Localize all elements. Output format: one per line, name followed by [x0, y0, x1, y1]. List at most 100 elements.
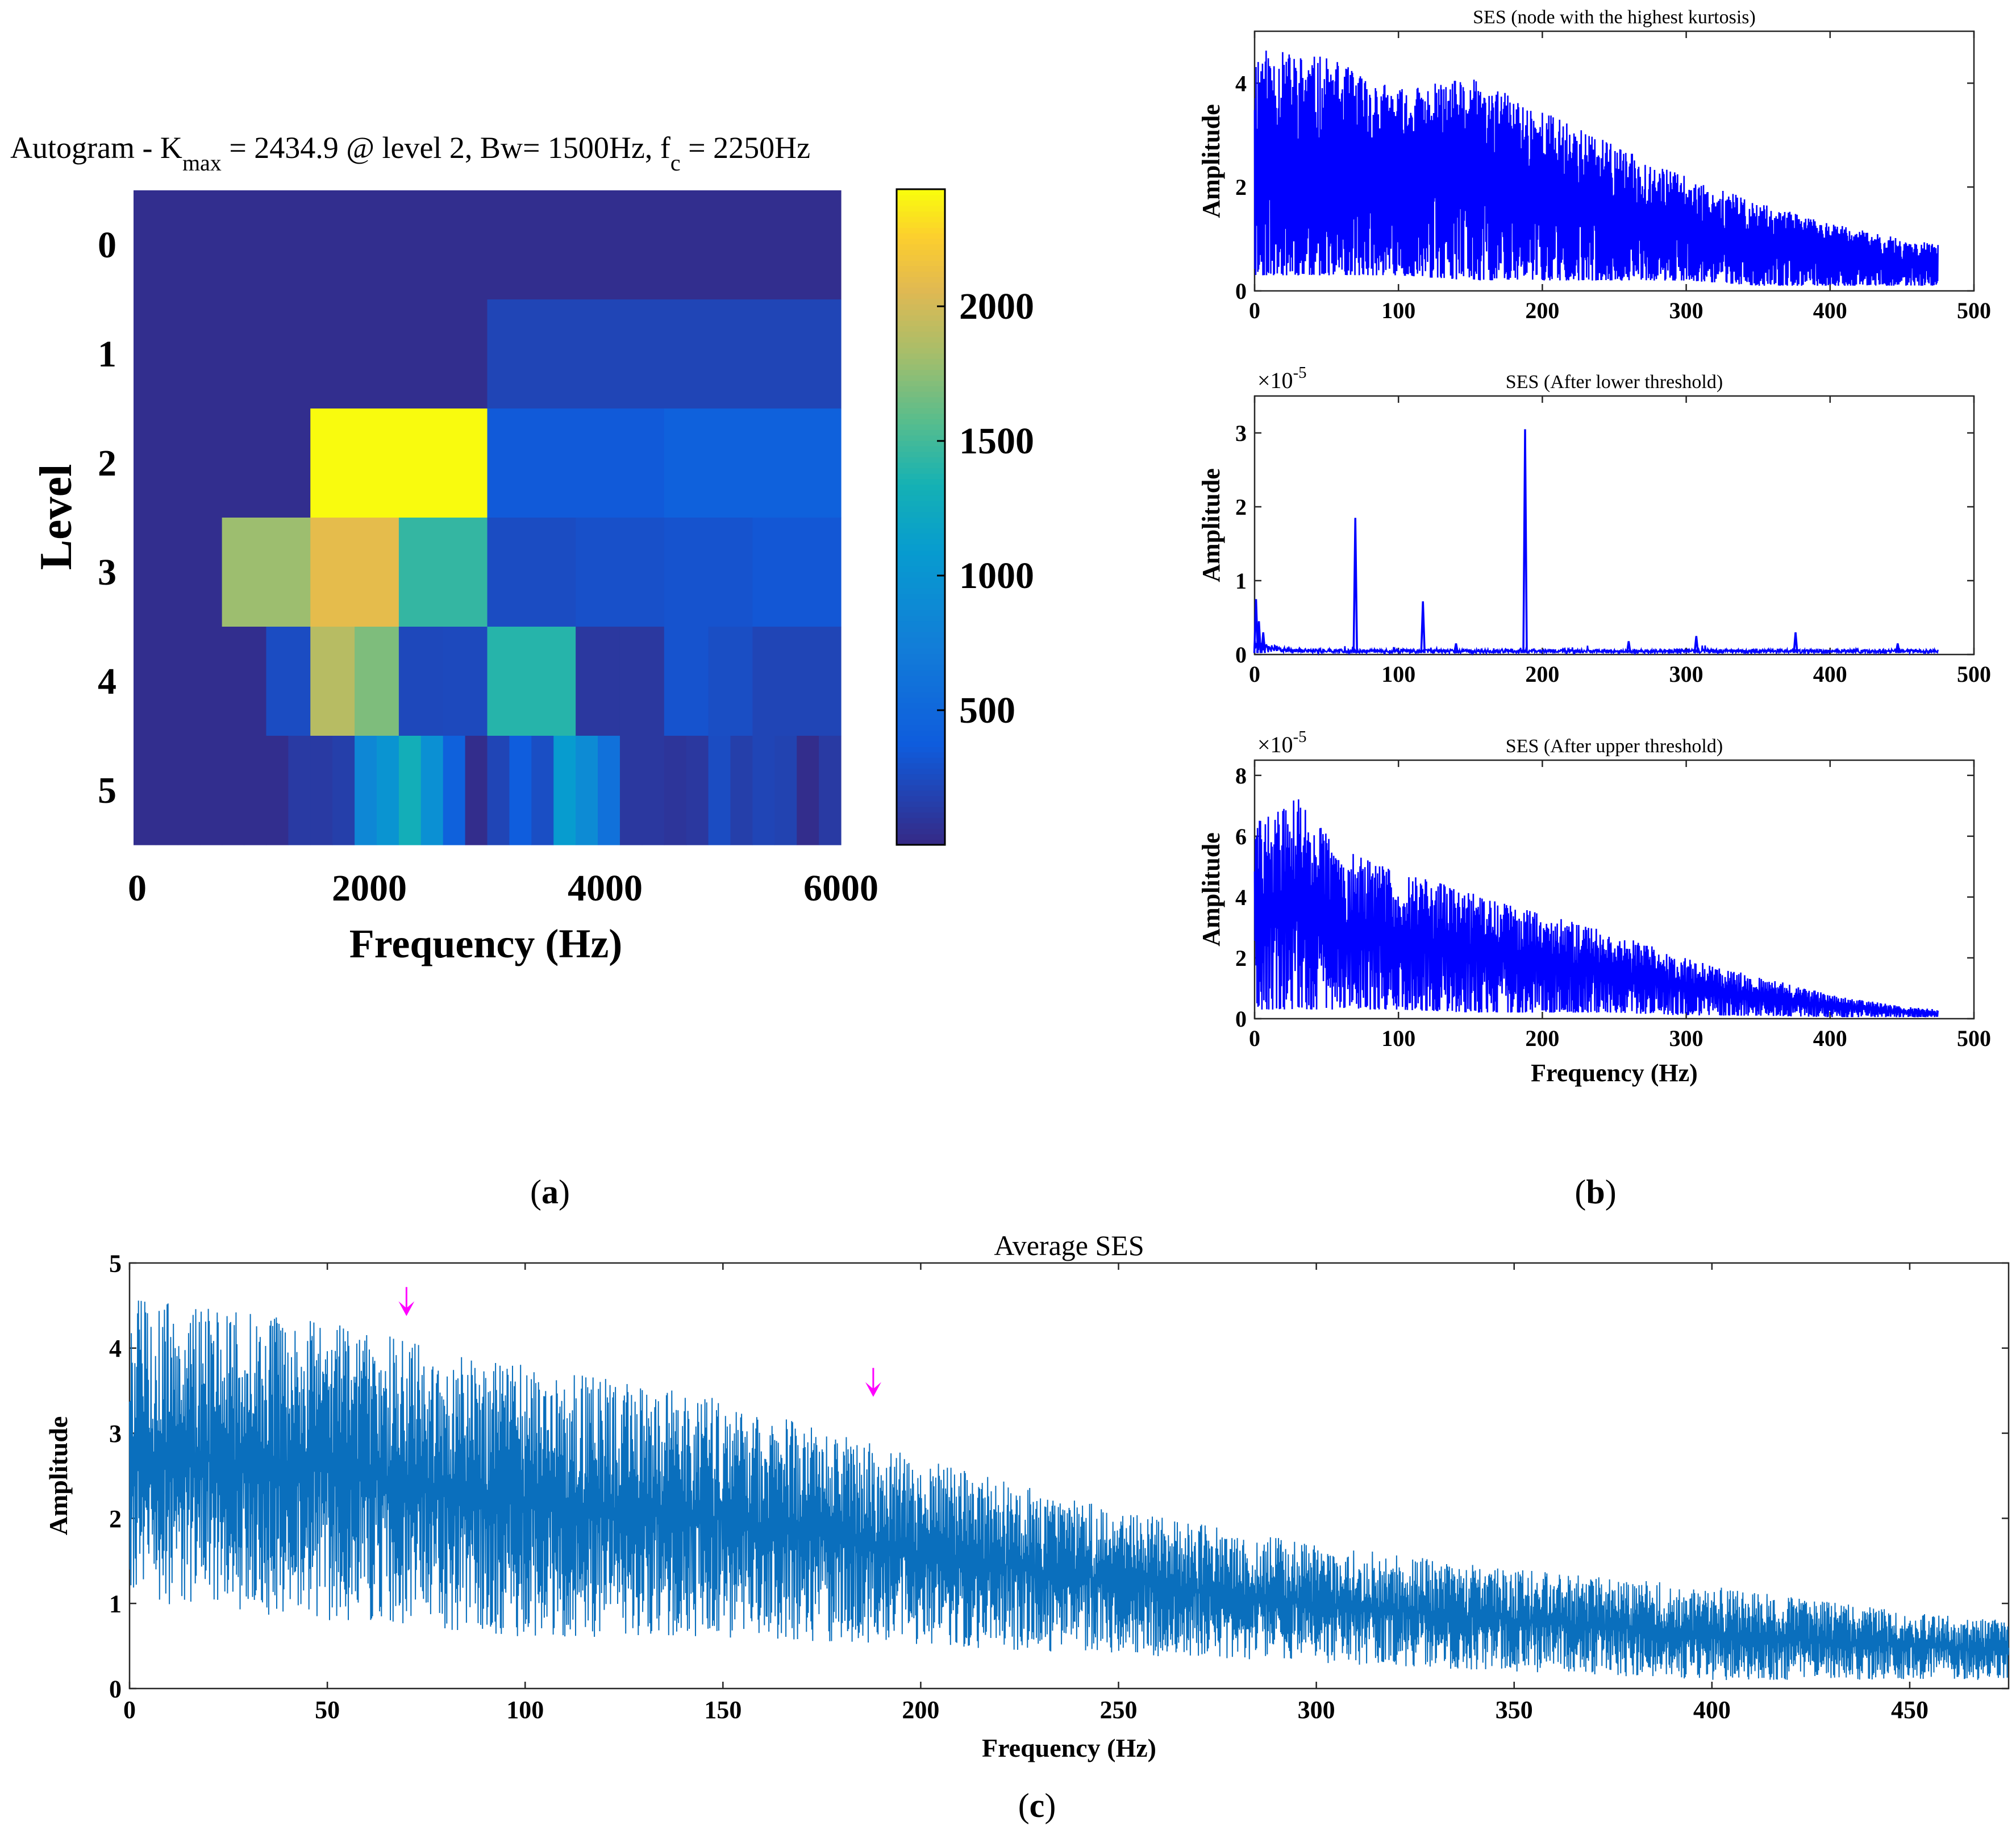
colorbar-swatch: [897, 473, 945, 480]
axes-frame: [1253, 395, 1975, 656]
x-axis-label: Frequency (Hz): [982, 1733, 1156, 1762]
heatmap-cell-level-2: [310, 408, 488, 518]
colorbar-swatch: [897, 785, 945, 791]
ses-lower-peak: [1522, 429, 1528, 653]
colorbar-swatch: [897, 287, 945, 294]
exponent-power: -5: [1293, 728, 1307, 746]
colorbar-swatch: [897, 265, 945, 272]
x-tick-label: 50: [315, 1696, 340, 1724]
x-tick-label: 200: [1525, 298, 1559, 323]
average-ses-series: [129, 1300, 2009, 1681]
colorbar-swatch: [897, 326, 945, 332]
x-tick-label: 250: [1100, 1696, 1138, 1724]
colorbar-swatch: [897, 364, 945, 370]
autogram-chart: Autogram - Kmax = 2434.9 @ level 2, Bw= …: [10, 131, 1034, 966]
colorbar-swatch: [897, 347, 945, 354]
heatmap-cell-level-4: [531, 627, 576, 736]
colorbar-swatch: [897, 817, 945, 824]
colorbar-swatch: [897, 380, 945, 386]
colorbar-swatch: [897, 249, 945, 256]
colorbar-swatch: [897, 238, 945, 244]
colorbar-swatch: [897, 714, 945, 720]
heatmap-cell-level-5: [819, 736, 842, 845]
colorbar-swatch: [897, 702, 945, 709]
heatmap-cell-level-5: [487, 736, 510, 845]
colorbar-swatch: [897, 315, 945, 321]
heatmap-cell-level-5: [376, 736, 399, 845]
x-tick-label: 200: [1525, 1026, 1559, 1051]
colorbar-swatch: [897, 298, 945, 305]
colorbar-swatch: [897, 577, 945, 583]
colorbar-swatch: [897, 189, 945, 195]
level-tick-labels: 0 1 2 3 4 5: [98, 224, 116, 811]
frequency-tick-label: 6000: [803, 868, 878, 909]
ses-lower-peak: [1693, 636, 1700, 653]
colorbar-swatch: [897, 511, 945, 518]
colorbar-swatch: [897, 353, 945, 359]
frequency-tick-label: 0: [128, 868, 147, 909]
colorbar-swatch: [897, 260, 945, 266]
colorbar-swatch: [897, 664, 945, 671]
colorbar-swatch: [897, 626, 945, 632]
y-tick-label: 5: [109, 1249, 122, 1277]
x-tick-label: 200: [1525, 661, 1559, 687]
heatmap-cell-level-5: [531, 736, 554, 845]
x-tick-label: 500: [1957, 661, 1991, 687]
x-tick-label: 100: [1381, 661, 1415, 687]
colorbar-swatch: [897, 653, 945, 660]
colorbar-swatch: [897, 648, 945, 655]
colorbar-swatch: [897, 533, 945, 540]
frequency-tick-labels: 0 2000 4000 6000: [128, 868, 878, 909]
heatmap-cells: [134, 190, 842, 845]
colorbar-swatch: [897, 336, 945, 343]
colorbar-swatch: [897, 620, 945, 627]
colorbar-swatch: [897, 599, 945, 605]
colorbar-swatch: [897, 735, 945, 742]
colorbar-swatch: [897, 681, 945, 687]
x-tick-label: 100: [1381, 298, 1415, 323]
colorbar-swatch: [897, 555, 945, 561]
heatmap-cell-level-3: [576, 518, 665, 627]
y-tick-label: 2: [109, 1505, 122, 1533]
y-axis-label: Amplitude: [1197, 468, 1225, 582]
heatmap-cell-level-4: [177, 627, 223, 736]
colorbar-swatch: [897, 762, 945, 769]
y-tick-label: 4: [109, 1335, 122, 1362]
colorbar-swatch: [897, 631, 945, 638]
colorbar-swatch: [897, 686, 945, 693]
frequency-tick-label: 4000: [568, 868, 643, 909]
x-tick-label: 400: [1813, 661, 1847, 687]
level-tick-label: 2: [98, 443, 116, 484]
colorbar-swatch: [897, 303, 945, 310]
colorbar-swatch: [897, 528, 945, 534]
colorbar-swatch: [897, 522, 945, 529]
colorbar-swatch: [897, 331, 945, 337]
heatmap-cell-level-4: [752, 627, 797, 736]
heatmap-cell-level-3: [664, 518, 753, 627]
axis-exponent: ×10-5: [1257, 728, 1307, 757]
heatmap-cell-level-5: [553, 736, 576, 845]
ses-lower-peak: [1253, 599, 1259, 653]
colorbar-swatch: [897, 495, 945, 501]
colorbar: [895, 188, 946, 846]
colorbar-swatch: [897, 812, 945, 818]
colorbar-swatch: [897, 801, 945, 807]
colorbar-swatch: [897, 730, 945, 736]
ses-kurtosis-chart: 0 100 200 300 400 500 0 2 4 SES (node with the hi…: [1197, 7, 1991, 323]
heatmap-cell-level-0: [134, 190, 842, 300]
y-tick-label: 1: [109, 1590, 122, 1618]
heatmap-cell-level-4: [664, 627, 709, 736]
y-tick-label: 8: [1235, 763, 1247, 789]
ses-lower-chart: 0 100 200 300 400 500 0 1 2 3 SES (After lower thr…: [1197, 364, 1991, 687]
colorbar-swatch: [897, 615, 945, 622]
heatmap-cell-level-4: [266, 627, 311, 736]
colorbar-swatch: [897, 795, 945, 802]
colorbar-swatch: [897, 823, 945, 829]
colorbar-swatch: [897, 413, 945, 419]
heatmap-cell-level-3: [134, 518, 223, 627]
colorbar-swatch: [897, 506, 945, 512]
axis-exponent: ×10-5: [1257, 364, 1307, 393]
y-tick-label: 2: [1235, 174, 1247, 200]
heatmap-cell-level-5: [155, 736, 178, 845]
